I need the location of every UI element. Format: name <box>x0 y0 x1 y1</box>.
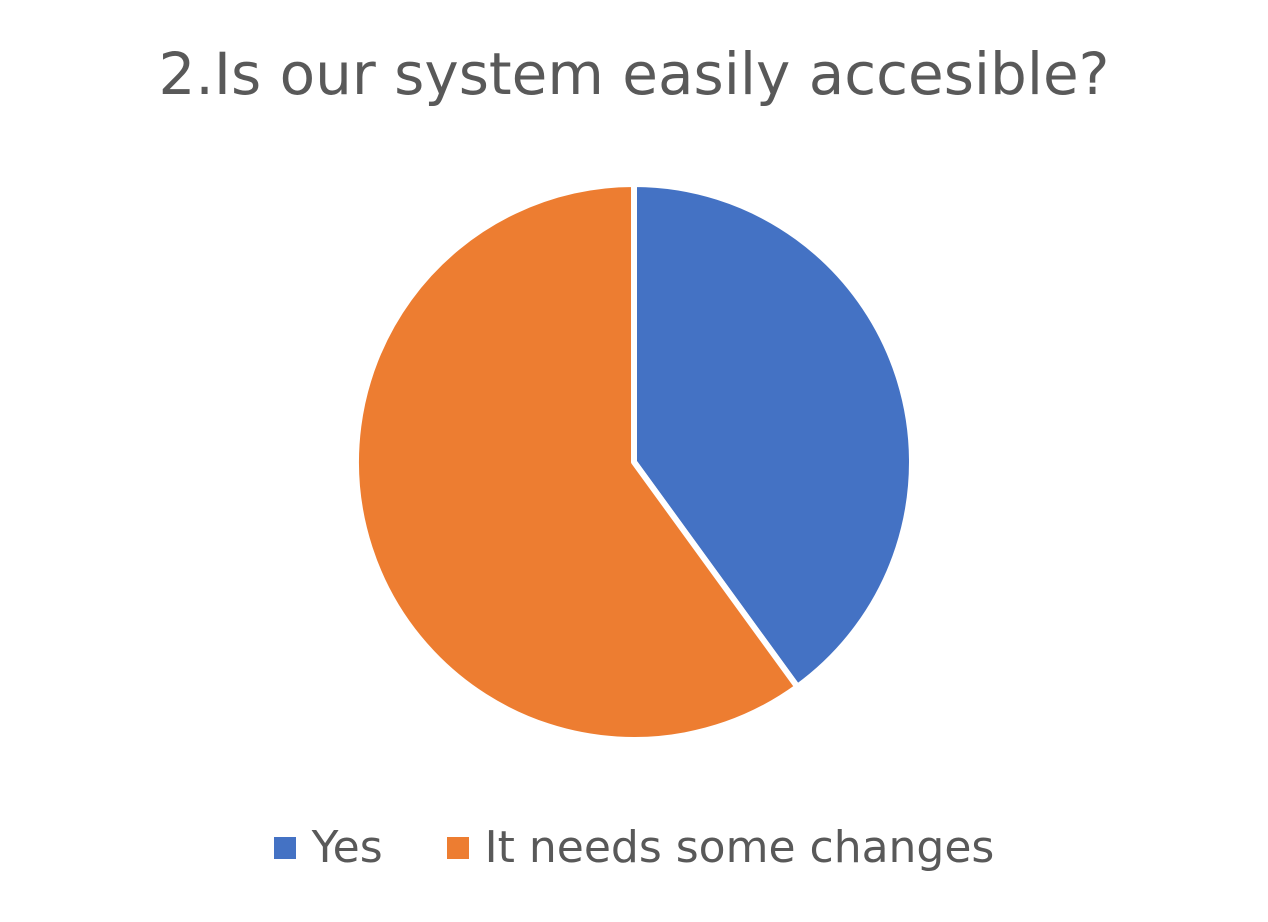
legend-label-yes: Yes <box>311 822 383 873</box>
legend-label-needs-changes: It needs some changes <box>484 822 995 873</box>
pie-slice-yes <box>631 181 915 690</box>
legend-swatch-yes <box>273 836 296 859</box>
pie-slice-needs-changes <box>353 181 801 743</box>
legend-item-needs-changes: It needs some changes <box>446 822 995 873</box>
legend-item-yes: Yes <box>273 822 383 873</box>
legend-swatch-needs-changes <box>446 836 469 859</box>
legend: Yes It needs some changes <box>0 822 1268 873</box>
chart-title: 2.Is our system easily accesible? <box>158 40 1110 108</box>
